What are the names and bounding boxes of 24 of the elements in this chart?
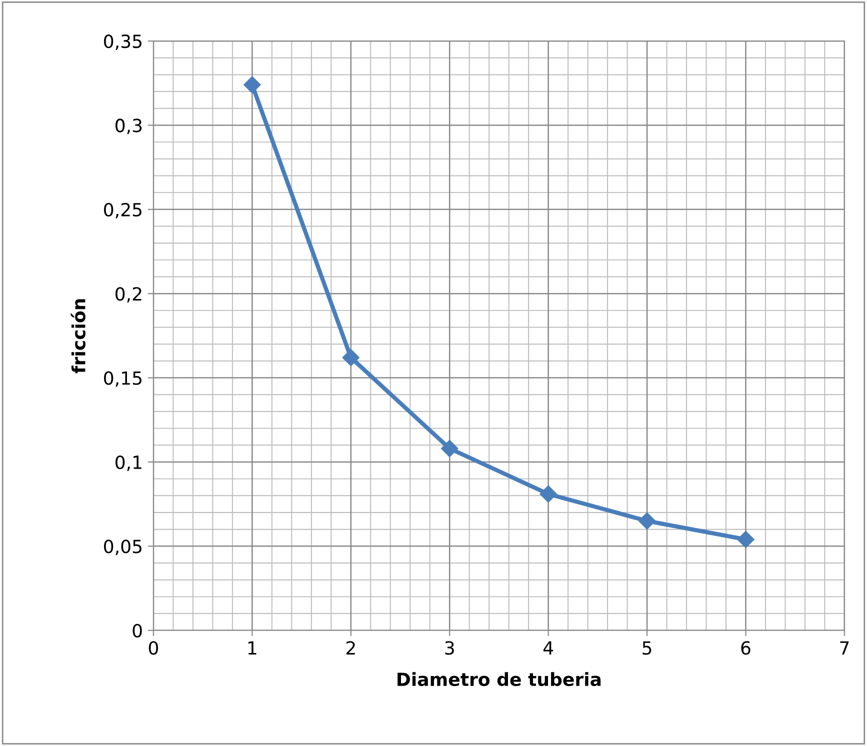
point: [441, 440, 458, 458]
x-tick-label: 7: [840, 641, 849, 655]
point: [540, 485, 557, 503]
y-tick-label: 0,15: [104, 371, 142, 387]
y-tick-label: 0,1: [116, 455, 142, 471]
y-tick-label: 0,35: [104, 34, 142, 50]
x-tick-label: 4: [543, 641, 554, 655]
x-tick-label: 0: [148, 641, 158, 655]
y-tick-label: 0,2: [116, 287, 142, 303]
y-tick-label: 0,25: [104, 202, 142, 218]
y-tick-label: 0,3: [116, 118, 142, 134]
y-tick-label: 0: [132, 624, 142, 638]
x-tick-label: 5: [642, 641, 652, 655]
y-tick-label: 0,05: [104, 540, 142, 556]
point: [244, 76, 261, 94]
x-tick-label: 3: [445, 641, 454, 655]
point: [638, 512, 656, 530]
x-tick-label: 6: [741, 641, 750, 655]
x-axis-title: Diametro de tuberia: [398, 672, 601, 686]
point: [342, 349, 360, 366]
y-axis-title: fricción: [70, 299, 86, 374]
point: [737, 530, 754, 548]
x-tick-label: 2: [346, 641, 355, 655]
x-tick-label: 1: [248, 641, 256, 655]
